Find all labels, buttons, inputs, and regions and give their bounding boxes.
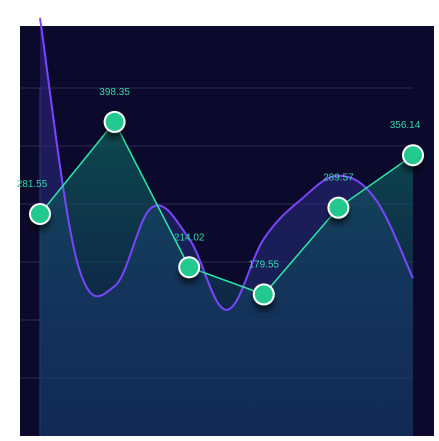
data-label-3: 179.55: [249, 259, 280, 270]
data-point-1: [103, 110, 126, 133]
primary-series-line: [39, 120, 414, 296]
data-point-3: [252, 283, 275, 306]
data-point-fill-0: [31, 205, 49, 224]
data-point-5: [402, 144, 424, 167]
data-label-2: 214.02: [174, 232, 205, 243]
data-points: [29, 110, 424, 306]
data-point-4: [327, 196, 350, 219]
data-point-0: [29, 203, 51, 226]
data-point-2: [178, 256, 201, 279]
data-point-fill-1: [105, 112, 124, 131]
data-label-5: 356.14: [390, 120, 421, 131]
data-point-fill-4: [329, 198, 348, 217]
background-series-line: [39, 17, 414, 311]
data-label-0: 281.55: [17, 179, 48, 190]
data-point-fill-5: [404, 146, 422, 165]
data-label-4: 289.57: [323, 173, 354, 184]
data-point-fill-2: [180, 258, 199, 277]
data-point-fill-3: [254, 285, 273, 304]
series-lines: [39, 17, 414, 311]
data-label-1: 398.35: [99, 87, 130, 98]
area-fills: [40, 18, 413, 436]
primary-series-area: [40, 121, 413, 436]
data-labels: 281.55 398.35 214.02 179.55 289.57 356.14: [17, 87, 421, 271]
